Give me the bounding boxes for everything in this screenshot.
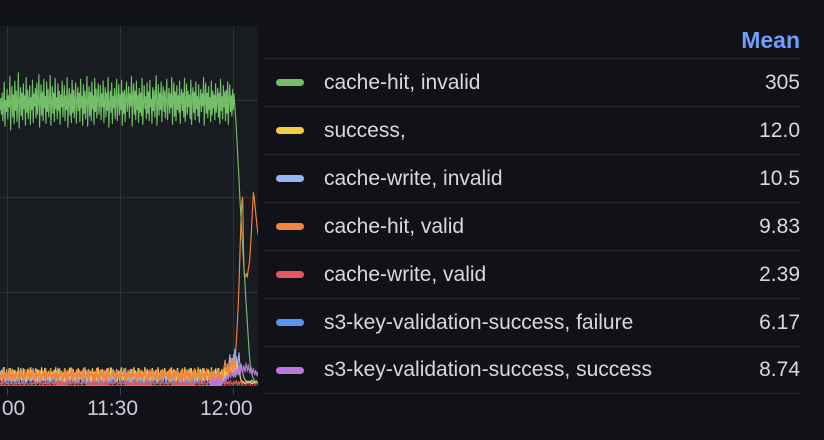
legend-series-mean-value: 6.17 [759,310,800,334]
series-color-swatch-icon[interactable] [276,175,304,182]
legend-series-mean-value: 8.74 [759,358,800,381]
legend-row[interactable]: s3-key-validation-success, success 8.74 [264,346,800,394]
series-line [0,72,258,383]
series-color-swatch-icon[interactable] [276,79,304,86]
legend-series-mean-value: 12.0 [759,118,800,142]
series-color-swatch-icon[interactable] [276,319,304,326]
plot-svg [0,26,258,386]
legend-series-mean-value: 9.83 [759,214,800,238]
legend-series-label[interactable]: cache-hit, invalid [324,70,481,94]
plot-area[interactable] [0,26,258,386]
legend-rows: cache-hit, invalid 305 success, 12.0 cache-w… [264,58,800,394]
series-color-swatch-icon[interactable] [276,223,304,230]
x-axis-tick-label: 11:30 [87,397,138,420]
legend-series-label[interactable]: s3-key-validation-success, failure [324,310,634,334]
legend-series-label[interactable]: cache-write, valid [324,262,487,286]
legend-series-label[interactable]: success, [324,118,406,142]
x-axis-tick-mark [120,388,121,395]
series-color-swatch-icon[interactable] [276,271,304,278]
series-line [0,191,258,383]
legend-series-label[interactable]: cache-hit, valid [324,214,465,238]
x-axis: :00 11:30 12:00 [0,388,260,440]
legend-row[interactable]: s3-key-validation-success, failure 6.17 [264,298,800,346]
legend-series-mean-value: 2.39 [759,262,800,286]
legend-series-mean-value: 10.5 [759,166,800,190]
legend-row[interactable]: cache-hit, invalid 305 [264,58,800,106]
legend-panel: Mean cache-hit, invalid 305 success, 12.0 ca… [260,0,824,440]
legend-header: Mean [264,0,800,58]
x-axis-tick-mark [7,388,8,395]
x-axis-tick-label: :00 [0,397,26,420]
legend-row[interactable]: cache-hit, valid 9.83 [264,202,800,250]
legend-mean-column-header[interactable]: Mean [741,27,800,53]
legend-row[interactable]: cache-write, valid 2.39 [264,250,800,298]
series-color-swatch-icon[interactable] [276,366,304,374]
series-color-swatch-icon[interactable] [276,127,304,134]
chart-region: :00 11:30 12:00 [0,0,260,440]
legend-series-label[interactable]: s3-key-validation-success, success [324,358,652,381]
legend-row[interactable]: cache-write, invalid 10.5 [264,154,800,202]
legend-series-mean-value: 305 [764,70,800,94]
legend-row[interactable]: success, 12.0 [264,106,800,154]
x-axis-tick-label: 12:00 [200,397,253,420]
x-axis-tick-mark [233,388,234,395]
legend-series-label[interactable]: cache-write, invalid [324,166,503,190]
